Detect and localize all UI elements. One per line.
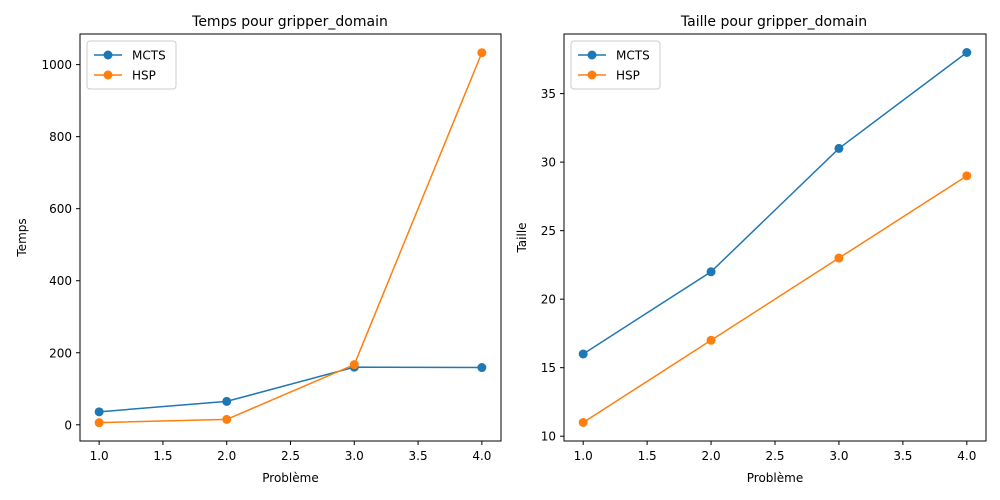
y-tick-label: 30 <box>541 156 556 170</box>
data-point-hsp <box>349 360 359 370</box>
chart-title: Taille pour gripper_domain <box>680 14 867 30</box>
y-tick-label: 1000 <box>41 58 72 72</box>
x-tick-label: 2.0 <box>217 449 236 463</box>
chart-taille: Taille pour gripper_domain 1.0 1.5 2.0 2.5 3… <box>515 14 987 485</box>
chart-temps: Temps pour gripper_domain 1.0 1.5 2.0 2.5 3.… <box>15 14 502 485</box>
legend-marker-mcts <box>587 50 597 60</box>
data-point-hsp <box>962 171 972 181</box>
legend-label-mcts: MCTS <box>616 49 650 63</box>
data-point-hsp <box>706 335 716 345</box>
plot-frame <box>563 33 987 442</box>
x-tick-label: 3.5 <box>893 449 912 463</box>
data-point-mcts <box>706 267 716 277</box>
legend-marker-hsp <box>587 70 597 80</box>
x-tick-label: 3.0 <box>345 449 364 463</box>
x-axis-label: Problème <box>747 471 803 485</box>
legend-marker-mcts <box>103 50 113 60</box>
y-tick-label: 800 <box>49 130 72 144</box>
data-point-hsp <box>578 418 588 427</box>
y-tick-label: 35 <box>541 87 556 101</box>
legend-marker-hsp <box>103 70 113 80</box>
legend: MCTS HSP <box>570 40 661 90</box>
legend-label-hsp: HSP <box>616 69 640 83</box>
legend-label-hsp: HSP <box>132 69 156 83</box>
data-point-hsp <box>222 414 232 424</box>
data-point-mcts <box>578 349 588 359</box>
plot-area: 1.0 1.5 2.0 2.5 3.0 3.5 4.0 10 15 20 25 30 35 <box>541 48 976 463</box>
data-point-mcts <box>834 143 844 153</box>
y-tick-label: 200 <box>49 346 72 360</box>
x-tick-label: 3.0 <box>829 449 848 463</box>
y-tick-label: 15 <box>541 361 556 375</box>
chart-title: Temps pour gripper_domain <box>191 14 388 30</box>
x-axis-label: Problème <box>262 471 318 485</box>
series-line-mcts <box>582 51 968 355</box>
legend: MCTS HSP <box>86 40 177 90</box>
x-tick-label: 3.5 <box>409 449 428 463</box>
data-point-mcts <box>477 363 487 373</box>
y-tick-label: 10 <box>541 430 556 444</box>
plot-frame <box>79 33 502 442</box>
x-tick-label: 2.5 <box>765 449 784 463</box>
data-point-mcts <box>94 407 104 417</box>
data-point-hsp <box>834 253 844 263</box>
x-tick-label: 1.0 <box>574 449 593 463</box>
data-point-hsp <box>477 48 487 58</box>
series-line-mcts <box>99 366 482 413</box>
data-point-hsp <box>94 418 104 428</box>
y-tick-label: 400 <box>49 274 72 288</box>
data-point-mcts <box>962 48 972 57</box>
series-line-hsp <box>99 52 483 424</box>
x-tick-label: 2.0 <box>702 449 721 463</box>
x-tick-label: 2.5 <box>281 449 300 463</box>
data-point-mcts <box>222 396 232 406</box>
plot-area: 1.0 1.5 2.0 2.5 3.0 3.5 4.0 0 200 400 600 800 1000 <box>41 48 491 463</box>
x-tick-label: 4.0 <box>957 449 976 463</box>
x-tick-label: 1.5 <box>153 449 172 463</box>
x-tick-label: 4.0 <box>472 449 491 463</box>
y-axis-label: Temps <box>15 218 29 257</box>
x-tick-label: 1.0 <box>90 449 109 463</box>
y-tick-label: 600 <box>49 202 72 216</box>
y-tick-label: 20 <box>541 293 556 307</box>
y-axis-label: Taille <box>515 222 529 253</box>
series-line-hsp <box>582 175 968 424</box>
y-tick-label: 0 <box>64 418 72 432</box>
y-tick-label: 25 <box>541 224 556 238</box>
legend-label-mcts: MCTS <box>132 49 166 63</box>
x-tick-label: 1.5 <box>638 449 657 463</box>
